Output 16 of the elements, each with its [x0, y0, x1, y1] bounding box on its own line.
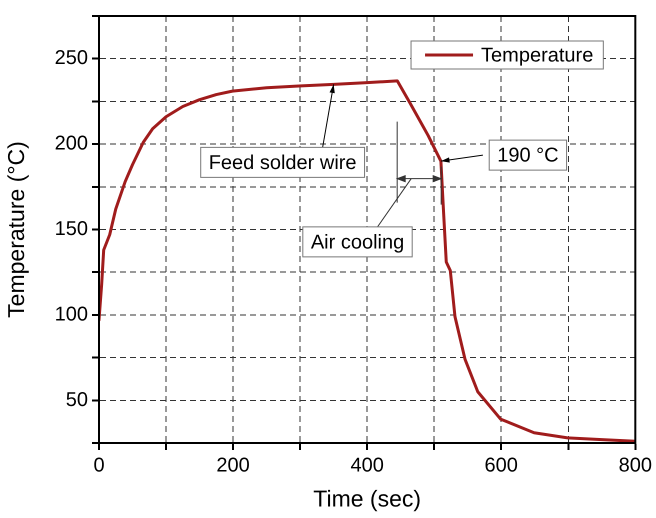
x-tick-label: 0	[93, 454, 105, 477]
y-tick-label: 100	[54, 303, 88, 326]
x-tick-label: 600	[484, 454, 518, 477]
y-tick-label: 150	[54, 218, 88, 240]
y-axis-title: Temperature (°C)	[3, 141, 30, 318]
x-axis-title: Time (sec)	[313, 486, 422, 512]
annotation: Air cooling	[310, 231, 404, 254]
annotation: 190 °C	[497, 144, 559, 167]
y-tick-label: 250	[54, 47, 88, 70]
y-tick-label: 50	[66, 388, 88, 411]
annotation: Feed solder wire	[208, 152, 357, 174]
x-tick-label: 200	[216, 454, 250, 477]
legend-label: Temperature	[481, 44, 594, 67]
x-tick-label: 400	[350, 454, 384, 477]
x-tick-label: 800	[618, 454, 652, 477]
y-tick-label: 200	[54, 132, 88, 155]
